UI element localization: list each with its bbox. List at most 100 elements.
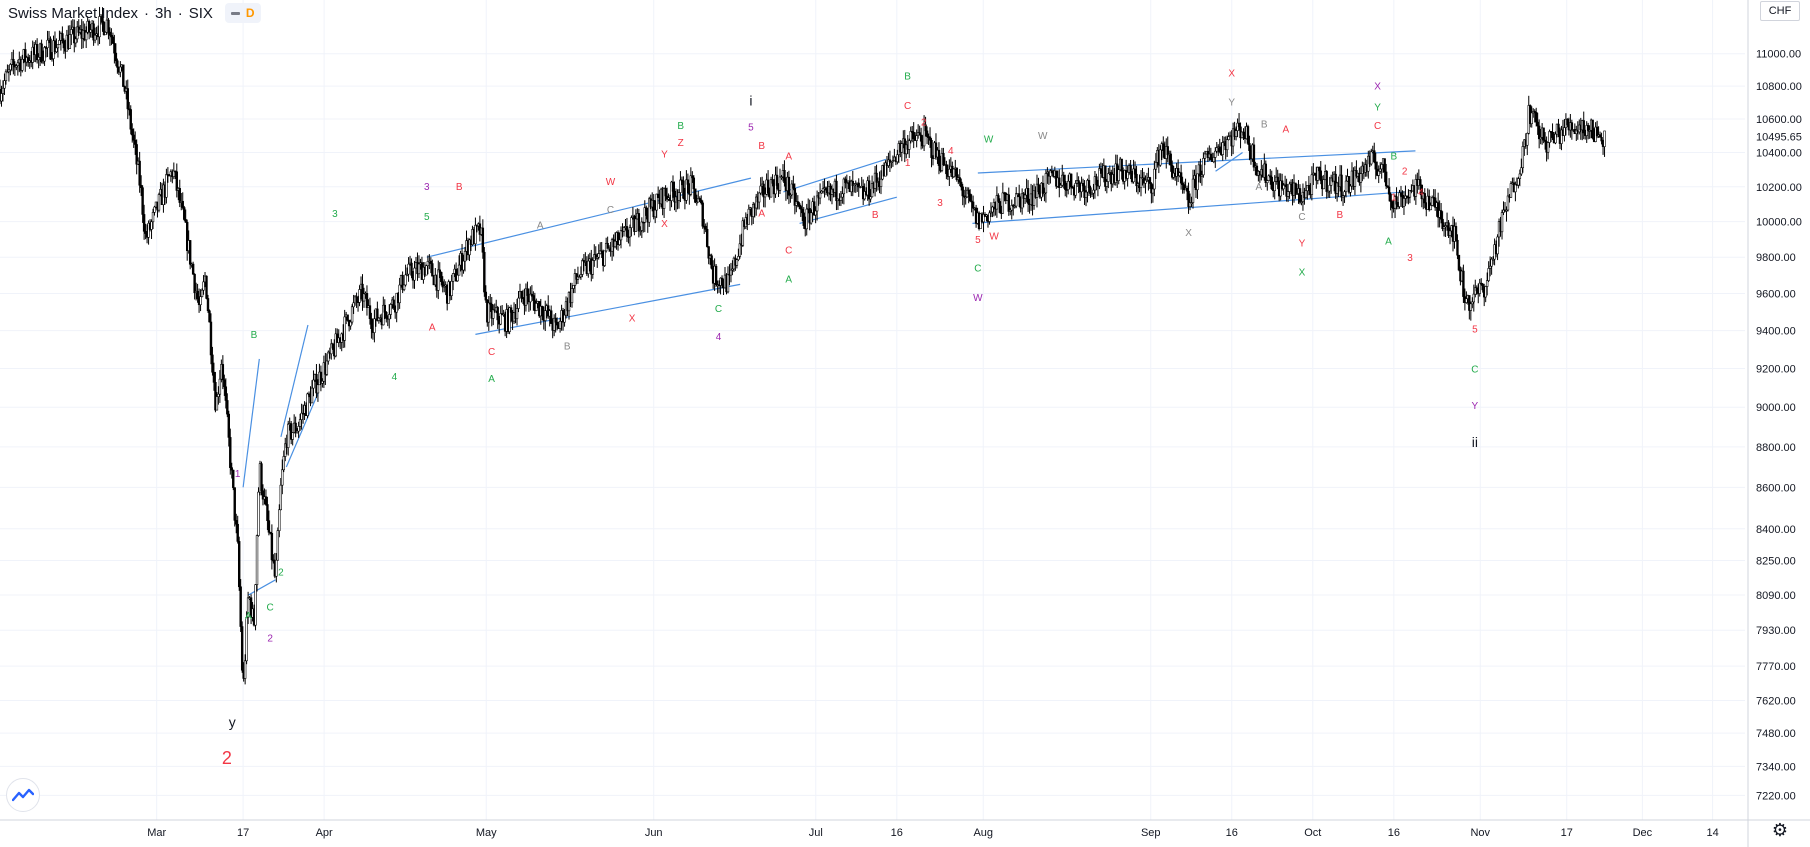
candle-body [1570, 122, 1574, 131]
wave-label[interactable]: X [1185, 228, 1192, 239]
trendline[interactable] [280, 324, 309, 437]
wave-label[interactable]: 2 [267, 633, 273, 644]
wave-label[interactable]: B [1391, 151, 1398, 162]
wave-label[interactable]: X [629, 313, 636, 324]
wave-label[interactable]: 1 [905, 158, 911, 169]
wave-label[interactable]: 4 [1418, 187, 1424, 198]
wave-label[interactable]: i [749, 93, 752, 109]
trendline[interactable] [242, 358, 260, 488]
wave-label[interactable]: A [429, 323, 436, 334]
trendline[interactable] [248, 579, 276, 596]
tradingview-logo-icon[interactable] [6, 778, 40, 812]
wave-label[interactable]: 3 [332, 209, 338, 220]
wave-label[interactable]: A [245, 611, 252, 622]
wave-label[interactable]: B [1336, 210, 1343, 221]
wave-label[interactable]: 2 [1402, 167, 1408, 178]
wave-label[interactable]: A [785, 151, 792, 162]
wave-label[interactable]: 3 [1407, 253, 1413, 264]
y-tick-label: 10000.00 [1756, 217, 1802, 229]
wave-label[interactable]: W [1038, 131, 1048, 142]
wave-label[interactable]: B [251, 330, 258, 341]
wave-label[interactable]: X [1228, 68, 1235, 79]
data-status-badge[interactable]: D [224, 3, 261, 23]
candle-body [890, 161, 893, 163]
wave-label[interactable]: 2 [921, 118, 927, 129]
wave-label[interactable]: 5 [975, 235, 981, 246]
wave-label[interactable]: A [537, 221, 544, 232]
symbol-legend[interactable]: Swiss Market Index · 3h · SIX D [8, 3, 261, 23]
wave-label[interactable]: B [904, 72, 911, 83]
candle-body [682, 180, 685, 199]
candle-body [37, 56, 40, 61]
candle-body [679, 179, 682, 193]
wave-label[interactable]: B [456, 182, 463, 193]
trendline[interactable] [426, 177, 752, 258]
wave-label[interactable]: Z [678, 138, 684, 149]
wave-label[interactable]: C [1374, 121, 1381, 132]
wave-label[interactable]: 2 [278, 568, 284, 579]
trendline[interactable] [977, 150, 1416, 174]
wave-label[interactable]: ii [1472, 434, 1478, 450]
y-tick-label: 7480.00 [1756, 728, 1796, 740]
wave-label[interactable]: 4 [392, 372, 398, 383]
trendline[interactable] [1215, 152, 1243, 172]
wave-label[interactable]: Y [1374, 103, 1381, 114]
wave-label[interactable]: A [1385, 237, 1392, 248]
wave-label[interactable]: 1 [235, 469, 241, 480]
wave-label[interactable]: Y [1228, 98, 1235, 109]
grid-lines [0, 0, 1745, 820]
wave-label[interactable]: A [758, 208, 765, 219]
wave-label[interactable]: A [488, 374, 495, 385]
currency-label[interactable]: CHF [1760, 1, 1800, 21]
gear-icon[interactable]: ⚙ [1771, 819, 1789, 840]
wave-label[interactable]: B [872, 210, 879, 221]
wave-label[interactable]: W [989, 231, 999, 242]
wave-label[interactable]: X [1299, 267, 1306, 278]
candle-body [1145, 179, 1149, 182]
wave-label[interactable]: A [1255, 182, 1262, 193]
wave-label[interactable]: C [488, 347, 495, 358]
wave-label[interactable]: 4 [948, 146, 954, 157]
candle-body [622, 227, 626, 232]
wave-label[interactable]: 1 [1391, 193, 1397, 204]
wave-label[interactable]: C [974, 264, 981, 275]
wave-label[interactable]: 5 [1472, 325, 1478, 336]
wave-label[interactable]: X [661, 219, 668, 230]
wave-label[interactable]: C [785, 246, 792, 257]
wave-label[interactable]: B [677, 121, 684, 132]
wave-label[interactable]: Y [1472, 401, 1479, 412]
wave-label[interactable]: 4 [716, 332, 722, 343]
wave-label[interactable]: B [564, 341, 571, 352]
candle-body [1560, 129, 1563, 144]
wave-label[interactable]: 5 [748, 123, 754, 134]
candle-body [385, 311, 388, 319]
wave-label[interactable]: 3 [937, 198, 943, 209]
trendline[interactable] [475, 283, 741, 335]
wave-label[interactable]: C [267, 602, 274, 613]
wave-label[interactable]: Y [661, 150, 668, 161]
wave-label[interactable]: B [1261, 119, 1268, 130]
candle-body [315, 374, 318, 394]
wave-label[interactable]: W [984, 134, 994, 145]
wave-label[interactable]: Y [1299, 238, 1306, 249]
wave-label[interactable]: y [229, 714, 236, 730]
wave-label[interactable]: C [715, 304, 722, 315]
wave-label[interactable]: 2 [222, 748, 232, 768]
wave-label[interactable]: C [607, 205, 614, 216]
wave-label[interactable]: C [904, 101, 911, 112]
wave-label[interactable]: B [758, 141, 765, 152]
wave-label[interactable]: A [1282, 124, 1289, 135]
trendline[interactable] [783, 158, 887, 193]
trendline[interactable] [285, 391, 320, 468]
wave-label[interactable]: 5 [424, 212, 430, 223]
wave-label[interactable]: C [1471, 364, 1478, 375]
wave-label[interactable]: W [606, 177, 616, 188]
candle-body [496, 307, 499, 321]
wave-label[interactable]: 3 [424, 182, 430, 193]
wave-label[interactable]: W [973, 293, 983, 304]
wave-label[interactable]: X [1374, 81, 1381, 92]
wave-label[interactable]: C [1298, 212, 1305, 223]
wave-label[interactable]: A [785, 275, 792, 286]
